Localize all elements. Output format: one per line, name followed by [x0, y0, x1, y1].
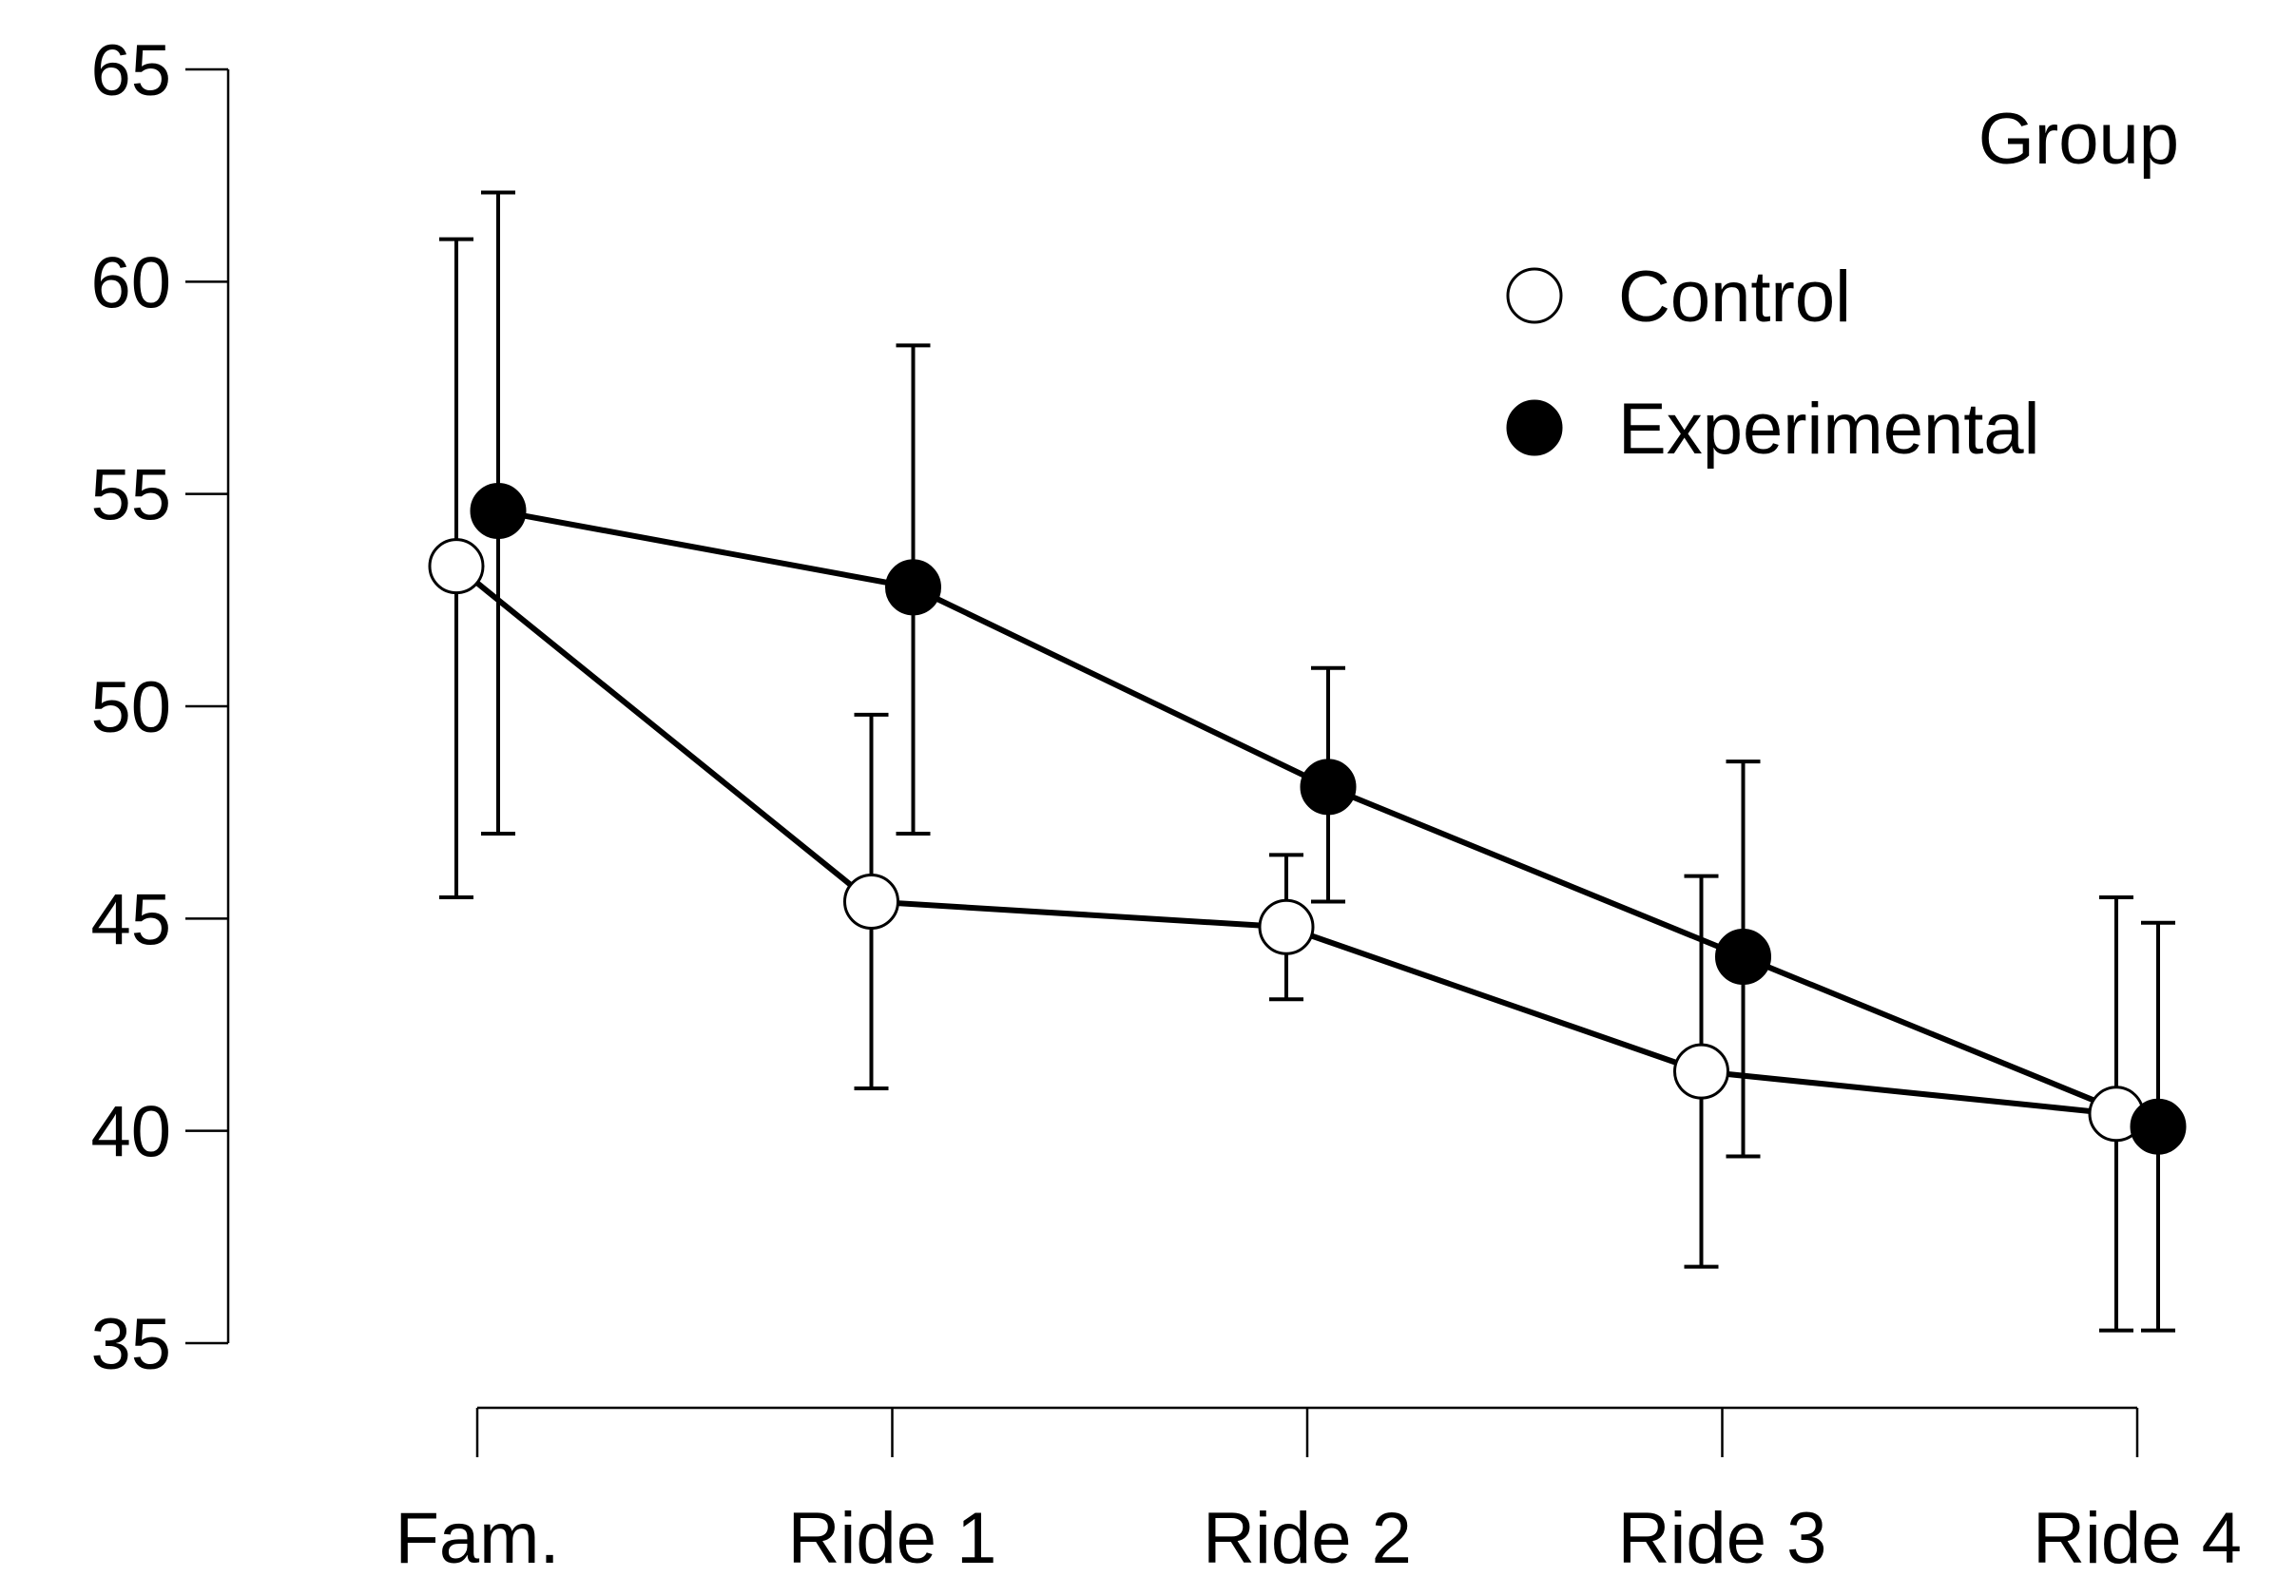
data-point-experimental — [2130, 1098, 2187, 1155]
data-point-control — [1673, 1043, 1729, 1100]
y-tick-label: 55 — [90, 455, 171, 536]
legend-marker-experimental — [1506, 399, 1563, 456]
x-tick-label: Ride 3 — [1618, 1498, 1827, 1579]
x-tick-label: Ride 1 — [788, 1498, 997, 1579]
y-axis-ticks: 35 40 45 50 55 60 65 — [90, 30, 228, 1385]
data-point-experimental — [470, 483, 527, 540]
legend-label-experimental: Experimental — [1618, 389, 2040, 470]
legend-marker-control — [1506, 267, 1563, 324]
y-tick-label: 50 — [90, 667, 171, 748]
y-tick-label: 65 — [90, 30, 171, 111]
data-point-control — [428, 538, 485, 595]
x-tick-label: Ride 2 — [1203, 1498, 1412, 1579]
legend-title: Group — [1978, 99, 2179, 180]
data-point-experimental — [885, 559, 941, 616]
data-point-control — [1258, 898, 1315, 955]
series-layer — [428, 190, 2187, 1333]
y-tick-label: 60 — [90, 242, 171, 323]
x-axis-ticks: Fam. Ride 1 Ride 2 Ride 3 Ride 4 — [395, 1408, 2242, 1579]
y-tick-label: 35 — [90, 1304, 171, 1385]
y-tick-label: 40 — [90, 1092, 171, 1173]
series-line-control — [454, 564, 2117, 1117]
x-tick-label: Fam. — [395, 1498, 559, 1579]
data-point-experimental — [1715, 929, 1771, 986]
legend: Group Control Experimental — [1506, 99, 2179, 470]
data-point-control — [843, 873, 899, 930]
legend-label-control: Control — [1618, 257, 1851, 337]
x-tick-label: Ride 4 — [2033, 1498, 2242, 1579]
data-point-experimental — [1300, 759, 1357, 816]
y-tick-label: 45 — [90, 879, 171, 960]
